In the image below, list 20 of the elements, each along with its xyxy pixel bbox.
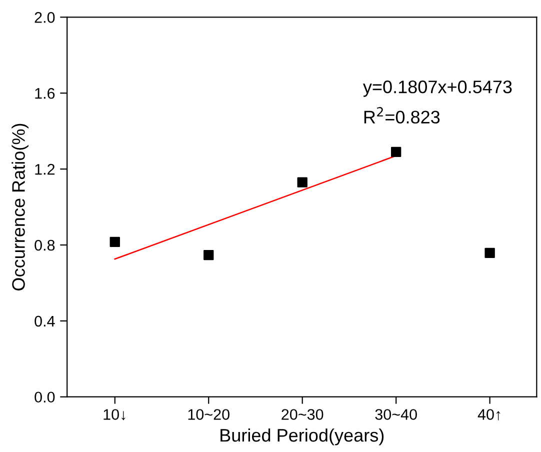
y-tick-label: 1.2: [35, 164, 55, 175]
y-tick-label: 1.6: [35, 88, 55, 99]
point: [390, 146, 402, 158]
annotation: R$^{2}$=0.823: [364, 107, 440, 124]
point: [297, 177, 308, 188]
x-tick-label: 40↑: [478, 409, 500, 420]
annotation: y=0.1807x+0.5473: [362, 80, 512, 97]
x-tick-label: 30~40: [375, 409, 417, 420]
point: [110, 236, 120, 248]
point: [484, 248, 495, 258]
x-tick-label: 10↓: [104, 409, 126, 420]
x-axis-title: Buried Period(years): [220, 428, 384, 446]
y-tick-label: 2.0: [34, 12, 55, 23]
x-tick-label: 10~20: [188, 409, 230, 420]
y-axis-title: Occurrence Ratio(%): [12, 124, 28, 290]
x-tick-label: 20~30: [282, 409, 324, 420]
point: [204, 250, 214, 260]
y-tick-label: 0.0: [34, 392, 55, 403]
y-tick-label: 0.4: [34, 316, 55, 327]
y-tick-label: 0.8: [34, 240, 55, 251]
